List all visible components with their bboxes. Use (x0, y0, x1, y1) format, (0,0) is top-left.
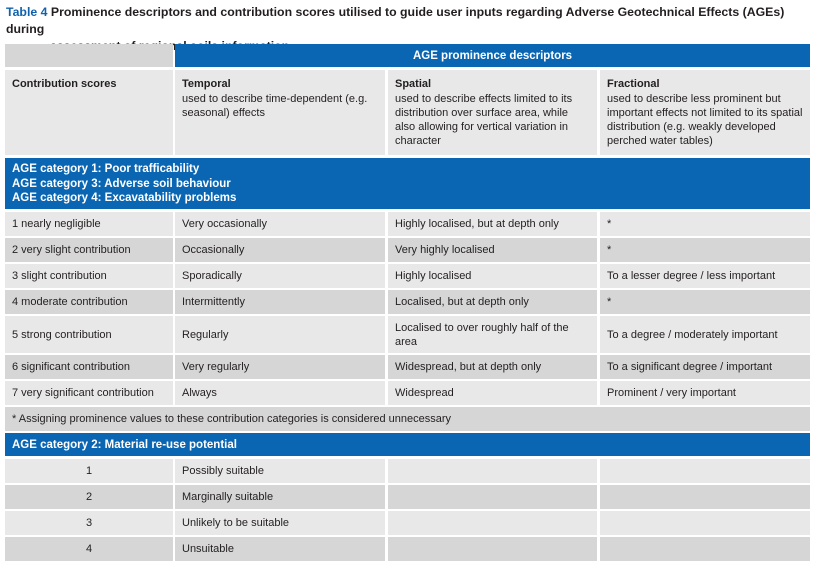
spatial-cell: Localised, but at depth only (388, 290, 597, 314)
fractional-cell-empty (600, 511, 810, 535)
temporal-cell: Occasionally (175, 238, 385, 262)
temporal-cell: Regularly (175, 316, 385, 353)
score-cell: 1 nearly negligible (5, 212, 173, 236)
temporal-cell: Possibly suitable (175, 459, 385, 483)
spatial-cell: Highly localised (388, 264, 597, 288)
score-cell: 1 (5, 459, 173, 483)
temporal-cell: Unlikely to be suitable (175, 511, 385, 535)
spatial-cell: Widespread (388, 381, 597, 405)
fractional-cell-empty (600, 485, 810, 509)
header-temporal-desc: used to describe time-dependent (e.g. se… (182, 93, 368, 119)
fractional-cell-empty (600, 459, 810, 483)
footnote: * Assigning prominence values to these c… (5, 407, 810, 431)
fractional-cell: To a lesser degree / less important (600, 264, 810, 288)
header-contribution-title: Contribution scores (12, 78, 117, 90)
fractional-cell: * (600, 238, 810, 262)
category-1: AGE category 1: Poor trafficability (12, 163, 200, 175)
score-cell: 6 significant contribution (5, 355, 173, 379)
header-blank-cell (5, 44, 173, 67)
header-contribution: Contribution scores (5, 70, 173, 155)
header-fractional-title: Fractional (607, 78, 660, 90)
caption-label: Table 4 (6, 5, 48, 19)
header-spatial: Spatial used to describe effects limited… (388, 70, 597, 155)
temporal-cell: Very occasionally (175, 212, 385, 236)
group-header: AGE prominence descriptors (175, 44, 810, 67)
temporal-cell: Always (175, 381, 385, 405)
fractional-cell: Prominent / very important (600, 381, 810, 405)
temporal-cell: Very regularly (175, 355, 385, 379)
header-temporal-title: Temporal (182, 78, 231, 90)
header-spatial-desc: used to describe effects limited to its … (395, 93, 573, 147)
fractional-cell: To a significant degree / important (600, 355, 810, 379)
header-fractional-desc: used to describe less prominent but impo… (607, 93, 803, 147)
header-fractional: Fractional used to describe less promine… (600, 70, 810, 155)
section2-category: AGE category 2: Material re-use potentia… (5, 433, 810, 456)
spatial-cell: Widespread, but at depth only (388, 355, 597, 379)
score-cell: 4 moderate contribution (5, 290, 173, 314)
spatial-cell-empty (388, 485, 597, 509)
fractional-cell-empty (600, 537, 810, 561)
spatial-cell-empty (388, 511, 597, 535)
spatial-cell-empty (388, 459, 597, 483)
spatial-cell-empty (388, 537, 597, 561)
temporal-cell: Sporadically (175, 264, 385, 288)
spatial-cell: Very highly localised (388, 238, 597, 262)
category-4: AGE category 4: Excavatability problems (12, 192, 237, 204)
caption-line1: Prominence descriptors and contribution … (6, 5, 785, 36)
fractional-cell: To a degree / moderately important (600, 316, 810, 353)
score-cell: 5 strong contribution (5, 316, 173, 353)
category-3: AGE category 3: Adverse soil behaviour (12, 177, 231, 190)
score-cell: 2 (5, 485, 173, 509)
spatial-cell: Highly localised, but at depth only (388, 212, 597, 236)
score-cell: 4 (5, 537, 173, 561)
section1-categories: AGE category 1: Poor trafficability AGE … (5, 158, 810, 209)
header-spatial-title: Spatial (395, 78, 432, 90)
fractional-cell: * (600, 290, 810, 314)
temporal-cell: Unsuitable (175, 537, 385, 561)
temporal-cell: Marginally suitable (175, 485, 385, 509)
header-temporal: Temporal used to describe time-dependent… (175, 70, 385, 155)
score-cell: 2 very slight contribution (5, 238, 173, 262)
score-cell: 3 slight contribution (5, 264, 173, 288)
fractional-cell: * (600, 212, 810, 236)
temporal-cell: Intermittently (175, 290, 385, 314)
spatial-cell: Localised to over roughly half of the ar… (388, 316, 597, 353)
score-cell: 7 very significant contribution (5, 381, 173, 405)
score-cell: 3 (5, 511, 173, 535)
